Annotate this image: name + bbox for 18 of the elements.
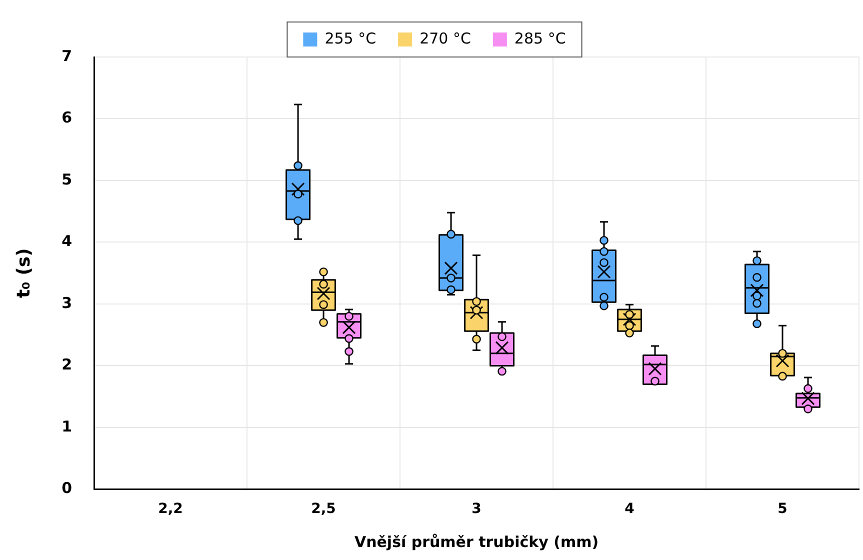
y-axis-title: t₀ (s) — [13, 248, 34, 298]
y-tick-label: 4 — [62, 232, 72, 250]
y-tick-label: 6 — [62, 108, 72, 127]
x-tick-label: 2,2 — [158, 501, 183, 518]
y-tick-label: 1 — [62, 417, 72, 436]
y-tick-label: 3 — [62, 294, 72, 312]
legend-label: 255 °C — [324, 29, 376, 48]
x-tick-label: 4 — [624, 501, 635, 518]
y-tick-label: 0 — [62, 479, 72, 498]
legend-label: 285 °C — [514, 29, 566, 48]
x-axis-title: Vnější průměr trubičky (mm) — [354, 532, 599, 551]
x-tick-label: 2,5 — [311, 501, 336, 518]
y-tick-label: 2 — [62, 356, 72, 374]
x-tick-label: 3 — [472, 501, 482, 518]
legend-label: 270 °C — [420, 29, 471, 48]
y-tick-label: 5 — [62, 170, 72, 188]
y-tick-label: 7 — [62, 46, 72, 65]
x-tick-label: 5 — [778, 501, 788, 518]
